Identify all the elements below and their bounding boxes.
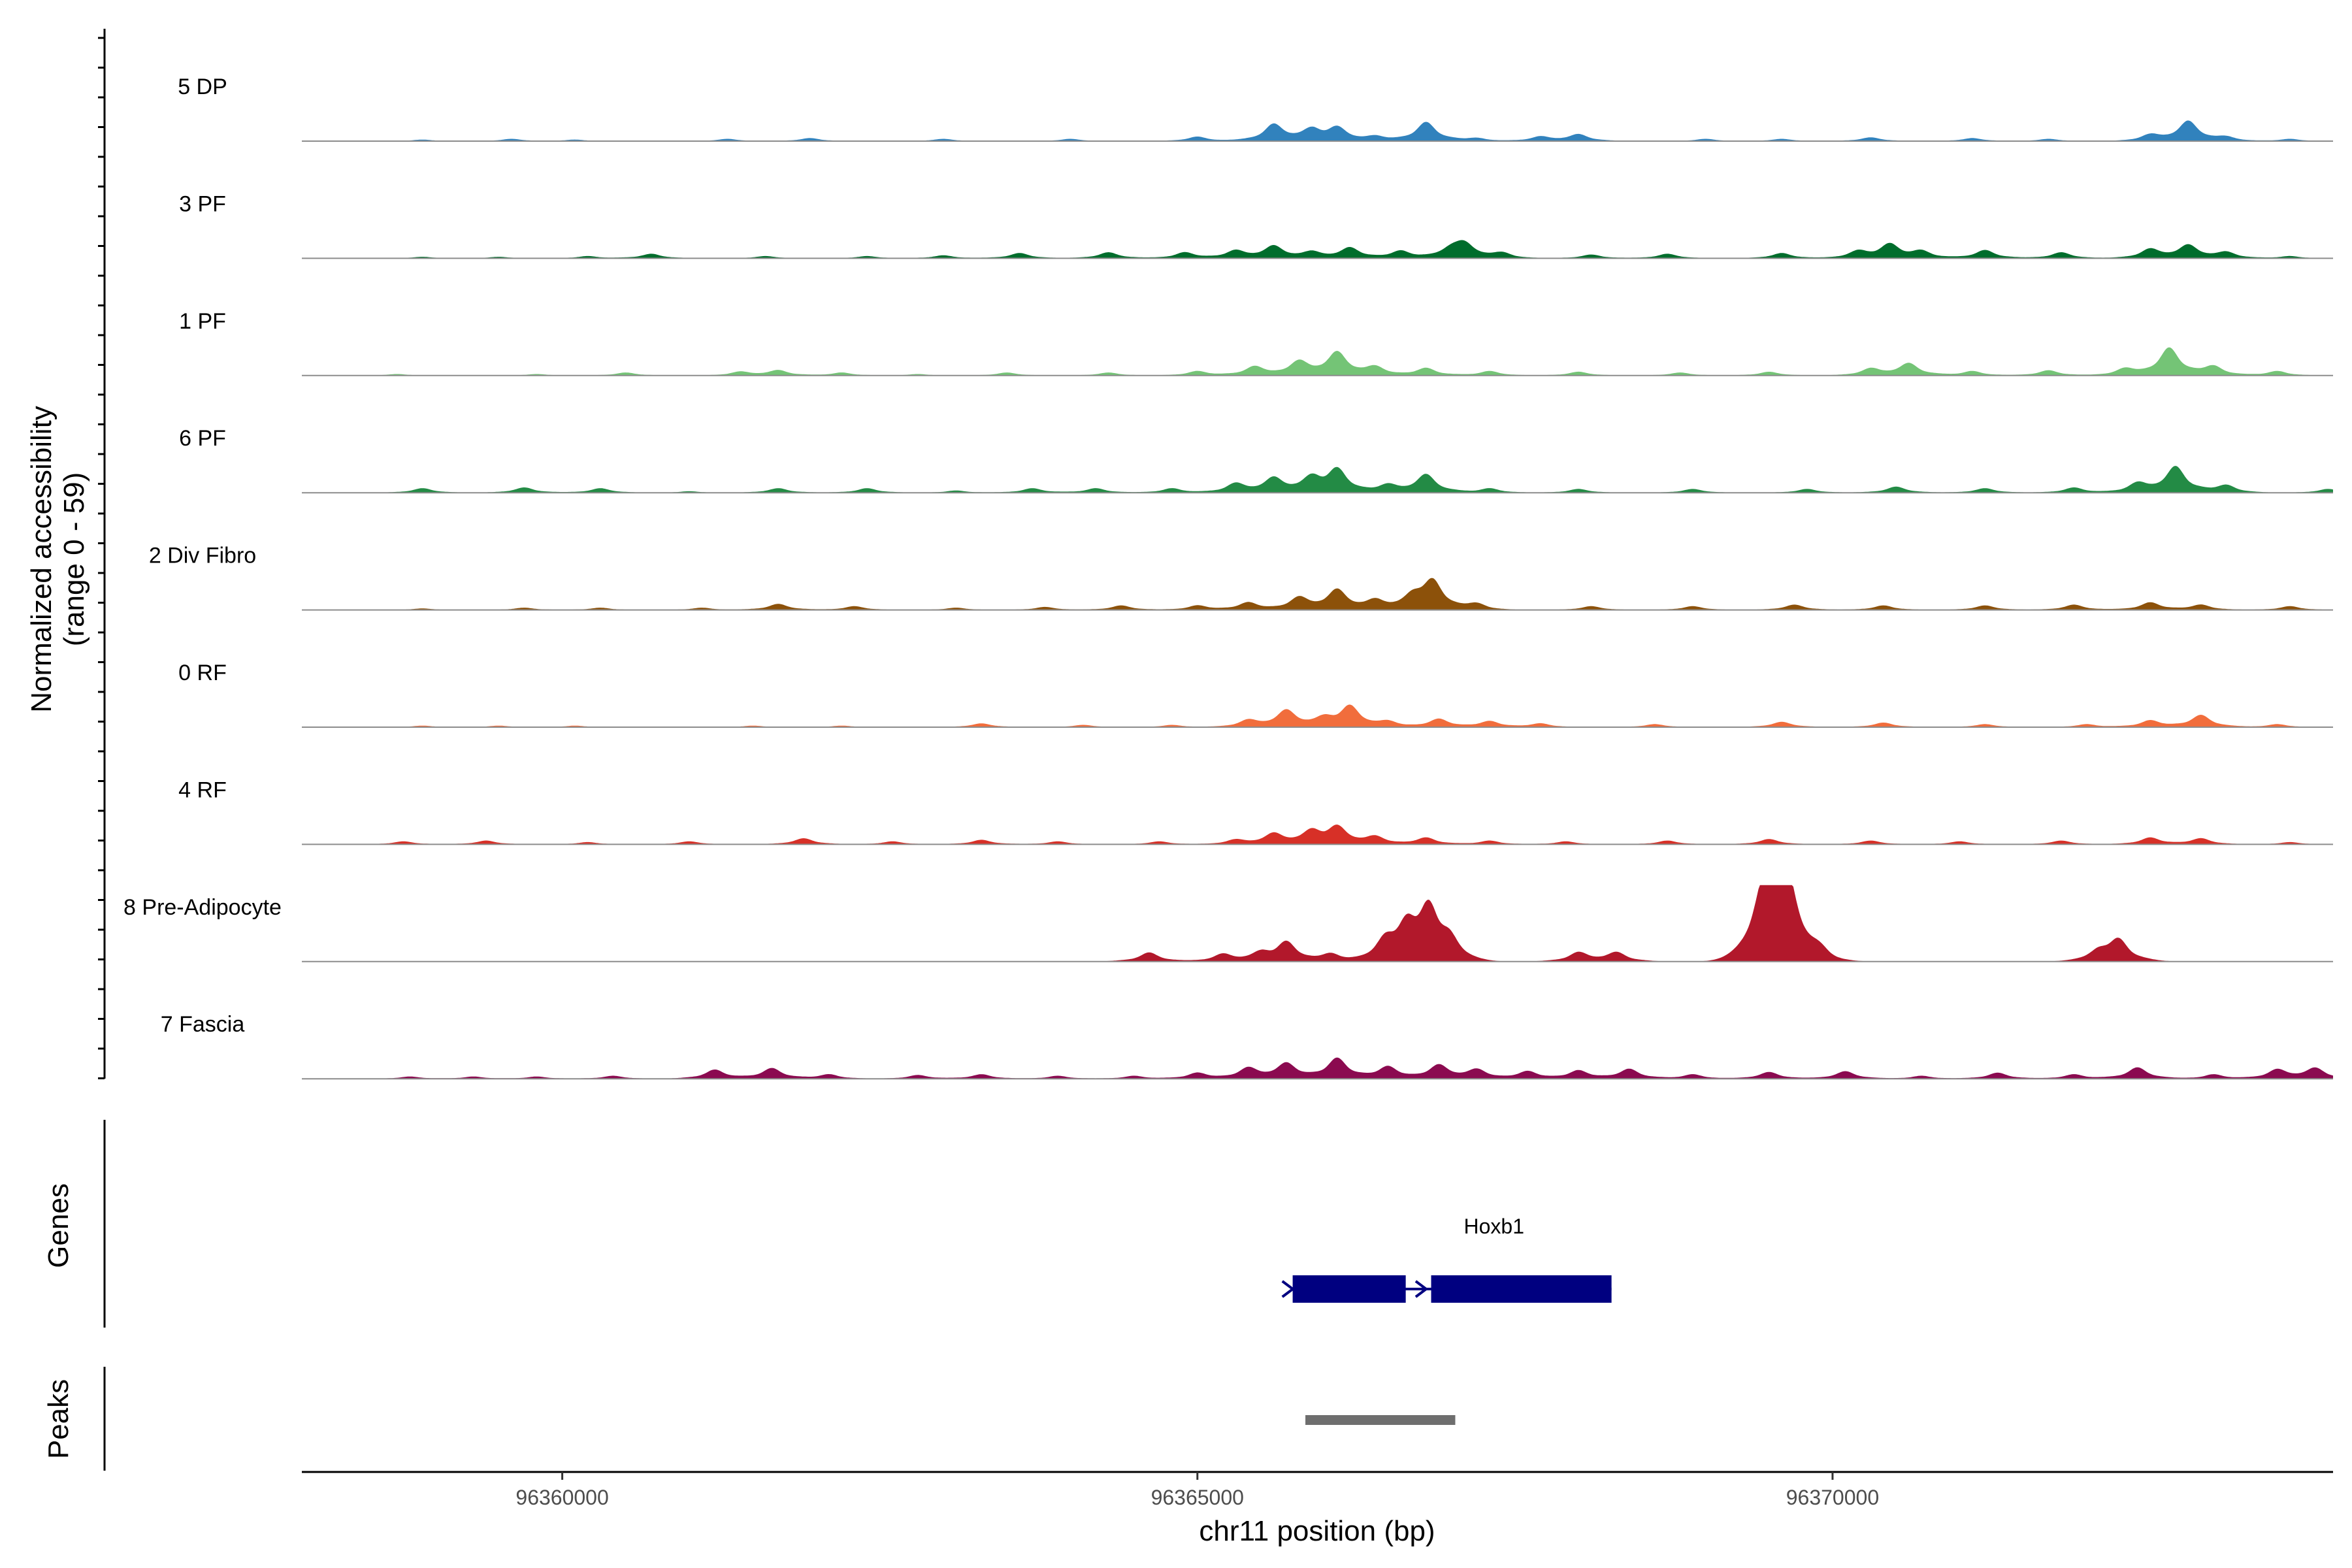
track-8-pre-adipocyte: 8 Pre-Adipocyte — [123, 885, 2333, 962]
peak-1 — [1305, 1415, 1456, 1425]
track-label-2-div-fibro: 2 Div Fibro — [149, 544, 256, 568]
track-label-1-pf: 1 PF — [179, 309, 226, 334]
y-axis-title: Normalized accessibility — [25, 406, 57, 712]
track-6-pf: 6 PF — [179, 426, 2333, 494]
x-tick-label-3: 96370000 — [1786, 1486, 1879, 1509]
gene-exon-1 — [1292, 1275, 1406, 1303]
track-label-0-rf: 0 RF — [178, 661, 227, 685]
y-axis-title-range: (range 0 - 59) — [58, 472, 90, 647]
coverage-area-5-dp — [302, 120, 2333, 141]
track-label-3-pf: 3 PF — [179, 191, 226, 216]
track-label-5-dp: 5 DP — [178, 74, 227, 99]
gene-exon-2 — [1431, 1275, 1612, 1303]
strand-arrow-2 — [1414, 1280, 1429, 1298]
coverage-area-3-pf — [302, 240, 2333, 259]
x-tick-label-2: 96365000 — [1151, 1486, 1244, 1509]
genes-panel-title: Genes — [42, 1183, 74, 1268]
coverage-area-2-div-fibro — [302, 578, 2333, 610]
coverage-tracks: 5 DP 3 PF 1 PF 6 PF 2 Div Fibro 0 RF 4 RF 8 Pre… — [123, 74, 2333, 1080]
x-axis-ticks — [561, 1472, 1834, 1480]
track-2-div-fibro: 2 Div Fibro — [149, 544, 2333, 611]
track-4-rf: 4 RF — [178, 777, 2333, 845]
track-7-fascia: 7 Fascia — [161, 1012, 2333, 1080]
track-label-4-rf: 4 RF — [178, 777, 227, 802]
gene-label-hoxb1: Hoxb1 — [1464, 1215, 1525, 1238]
x-axis-title: chr11 position (bp) — [1199, 1515, 1435, 1547]
coverage-area-8-pre-adipocyte — [302, 885, 2333, 962]
track-label-7-fascia: 7 Fascia — [161, 1012, 245, 1037]
peaks-track — [1305, 1415, 1456, 1425]
track-1-pf: 1 PF — [179, 309, 2333, 376]
strand-arrow-1 — [1281, 1280, 1296, 1298]
coverage-y-ticks — [98, 37, 105, 1079]
coverage-area-1-pf — [302, 347, 2333, 376]
track-label-6-pf: 6 PF — [179, 426, 226, 451]
coverage-area-0-rf — [302, 704, 2333, 727]
track-5-dp: 5 DP — [178, 74, 2333, 142]
coverage-area-6-pf — [302, 466, 2333, 493]
coverage-area-4-rf — [302, 825, 2333, 845]
genes-track — [1281, 1275, 1612, 1303]
peaks-panel-title: Peaks — [42, 1379, 74, 1459]
x-tick-label-1: 96360000 — [515, 1486, 608, 1509]
coverage-area-7-fascia — [302, 1057, 2333, 1079]
track-3-pf: 3 PF — [179, 191, 2333, 259]
track-label-8-pre-adipocyte: 8 Pre-Adipocyte — [123, 895, 282, 920]
track-0-rf: 0 RF — [178, 661, 2333, 728]
